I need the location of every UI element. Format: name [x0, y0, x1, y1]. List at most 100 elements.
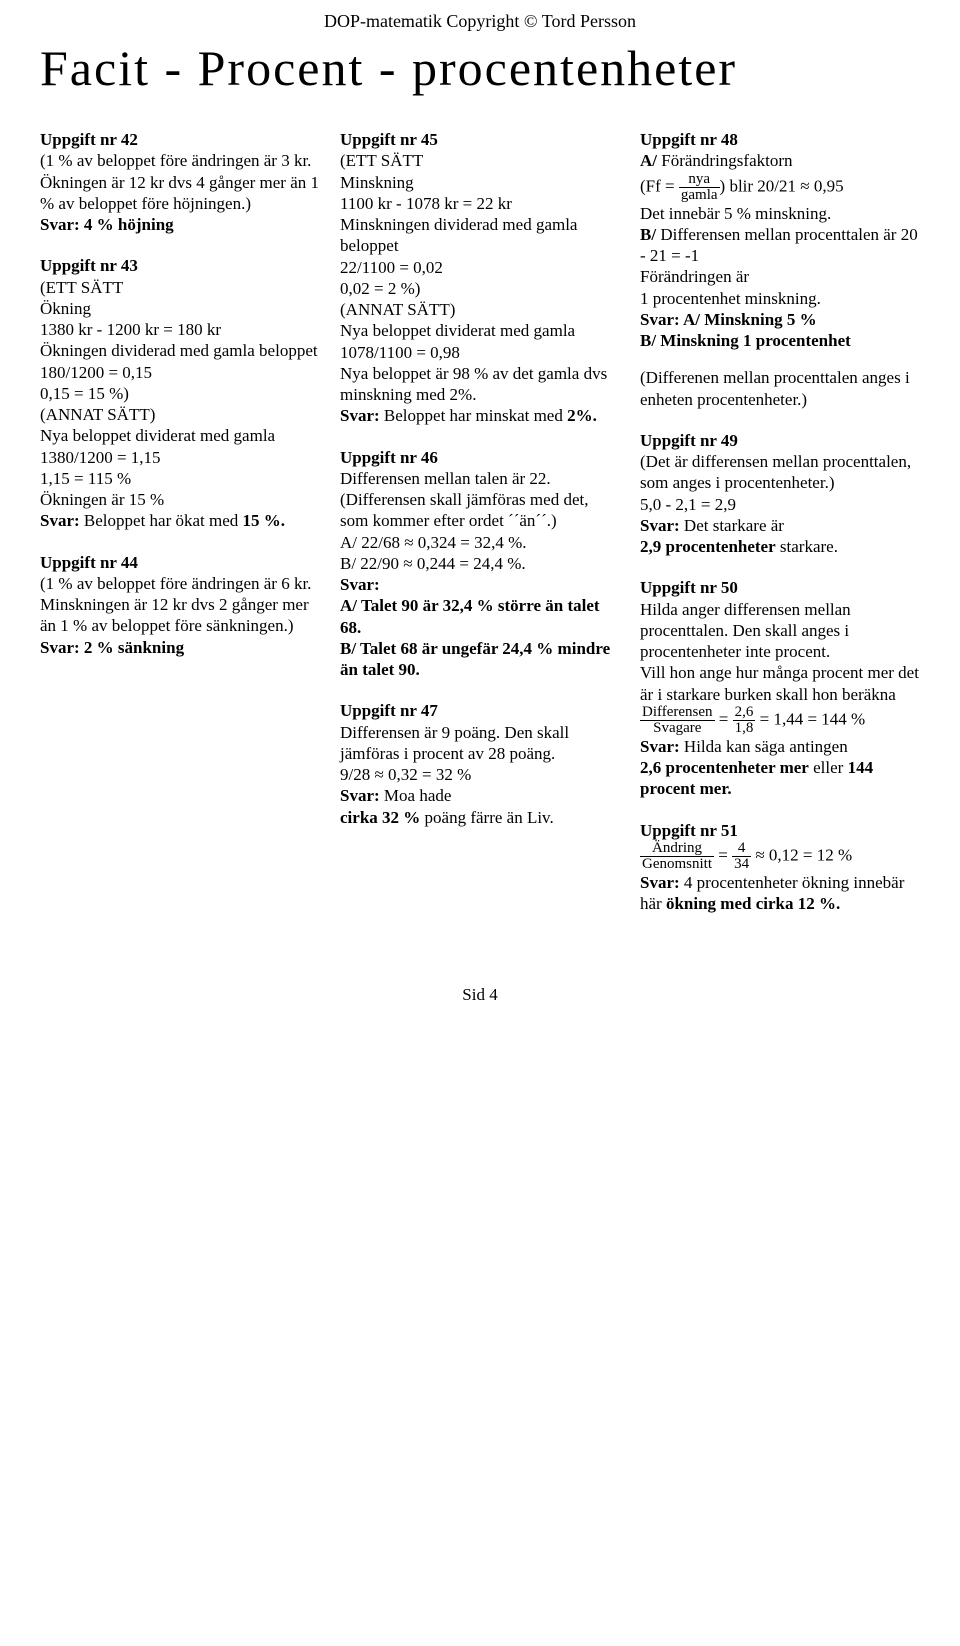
eq: = — [714, 845, 732, 864]
task-text: A/ 22/68 ≈ 0,324 = 32,4 %. — [340, 532, 620, 553]
fraction: nyagamla — [679, 172, 720, 203]
task-formula: (Ff = nyagamla) blir 20/21 ≈ 0,95 — [640, 172, 920, 203]
task-answer-cont: 2,9 procentenheter starkare. — [640, 536, 920, 557]
task-51: Uppgift nr 51 ÄndringGenomsnitt = 434 ≈ … — [640, 820, 920, 915]
task-text: (ETT SÄTT — [40, 277, 320, 298]
task-answer-a: Svar: A/ Minskning 5 % — [640, 309, 920, 330]
fraction-den: Svagare — [640, 721, 715, 736]
task-text: (1 % av beloppet före ändringen är 6 kr. — [40, 573, 320, 594]
task-formula: DifferensenSvagare = 2,61,8 = 1,44 = 144… — [640, 705, 920, 736]
task-text: 1100 kr - 1078 kr = 22 kr — [340, 193, 620, 214]
task-text: Minskningen dividerad med gamla beloppet — [340, 214, 620, 257]
task-title: Uppgift nr 47 — [340, 700, 620, 721]
task-text: Differensen mellan procenttalen är 20 - … — [640, 225, 918, 265]
task-formula: ÄndringGenomsnitt = 434 ≈ 0,12 = 12 % — [640, 841, 920, 872]
answer-text: Det starkare är — [680, 516, 784, 535]
spacer — [640, 351, 920, 367]
task-answer: Svar: Beloppet har ökat med 15 %. — [40, 510, 320, 531]
answer-text: Beloppet har minskat med — [380, 406, 567, 425]
answer-label: Svar: — [640, 737, 680, 756]
task-text: 1 procentenhet minskning. — [640, 288, 920, 309]
task-42: Uppgift nr 42 (1 % av beloppet före ändr… — [40, 129, 320, 235]
fraction: DifferensenSvagare — [640, 705, 715, 736]
task-text: Nya beloppet dividerat med gamla — [340, 320, 620, 341]
copyright-header: DOP-matematik Copyright © Tord Persson — [40, 10, 920, 33]
answer-label: Svar: — [40, 511, 80, 530]
task-text: 1078/1100 = 0,98 — [340, 342, 620, 363]
task-title: Uppgift nr 49 — [640, 430, 920, 451]
fraction-den: Genomsnitt — [640, 857, 714, 872]
fraction-den: 1,8 — [733, 721, 756, 736]
answer-value: cirka 32 % — [340, 808, 420, 827]
task-title: Uppgift nr 50 — [640, 577, 920, 598]
task-48: Uppgift nr 48 A/ Förändringsfaktorn (Ff … — [640, 129, 920, 410]
task-text: Differensen är 9 poäng. Den skall jämför… — [340, 722, 620, 765]
answer-label: Svar: — [340, 406, 380, 425]
answer-value: 2%. — [567, 406, 597, 425]
answer-value: ökning med cirka 12 %. — [666, 894, 840, 913]
task-answer-b: B/ Minskning 1 procentenhet — [640, 330, 920, 351]
task-text: Minskning — [340, 172, 620, 193]
answer-text: Beloppet har ökat med — [80, 511, 243, 530]
task-text: (ETT SÄTT — [340, 150, 620, 171]
task-text: 0,15 = 15 %) — [40, 383, 320, 404]
task-text: Minskningen är 12 kr dvs 2 gånger mer än… — [40, 594, 320, 637]
column-2: Uppgift nr 45 (ETT SÄTT Minskning 1100 k… — [340, 129, 620, 934]
task-answer: Svar: 4 % höjning — [40, 214, 320, 235]
answer-label: Svar: — [340, 574, 620, 595]
task-text: B/ Differensen mellan procenttalen är 20… — [640, 224, 920, 267]
task-answer: Svar: Hilda kan säga antingen — [640, 736, 920, 757]
fraction-num: 4 — [732, 841, 751, 857]
task-text: Ökningen är 12 kr dvs 4 gånger mer än 1 … — [40, 172, 320, 215]
eq-result: ≈ 0,12 = 12 % — [751, 845, 852, 864]
fraction-den: 34 — [732, 857, 751, 872]
task-45: Uppgift nr 45 (ETT SÄTT Minskning 1100 k… — [340, 129, 620, 427]
task-title: Uppgift nr 44 — [40, 552, 320, 573]
task-text: 0,02 = 2 %) — [340, 278, 620, 299]
task-text: Differensen mellan talen är 22. (Differe… — [340, 468, 620, 532]
document-page: DOP-matematik Copyright © Tord Persson F… — [0, 0, 960, 1036]
task-47: Uppgift nr 47 Differensen är 9 poäng. De… — [340, 700, 620, 828]
answer-label: Svar: — [640, 516, 680, 535]
fraction-num: Differensen — [640, 705, 715, 721]
task-text: 9/28 ≈ 0,32 = 32 % — [340, 764, 620, 785]
answer-value: 2,9 procentenheter — [640, 537, 776, 556]
task-text: Ökningen är 15 % — [40, 489, 320, 510]
fraction-num: nya — [679, 172, 720, 188]
answer-label: Svar: — [640, 873, 680, 892]
task-text: Ökning — [40, 298, 320, 319]
task-answer-cont: cirka 32 % poäng färre än Liv. — [340, 807, 620, 828]
answer-text: eller — [809, 758, 848, 777]
task-title: Uppgift nr 42 — [40, 129, 320, 150]
fraction: ÄndringGenomsnitt — [640, 841, 714, 872]
answer-text: starkare. — [776, 537, 838, 556]
part-b: B/ — [640, 225, 656, 244]
task-text: 1380/1200 = 1,15 — [40, 447, 320, 468]
answer-a: A/ Talet 90 är 32,4 % större än talet 68… — [340, 595, 620, 638]
task-text: B/ 22/90 ≈ 0,244 = 24,4 %. — [340, 553, 620, 574]
fraction: 434 — [732, 841, 751, 872]
task-answer: Svar: Det starkare är — [640, 515, 920, 536]
fraction: 2,61,8 — [733, 705, 756, 736]
task-text: Ökningen dividerad med gamla beloppet — [40, 340, 320, 361]
task-text: Det innebär 5 % minskning. — [640, 203, 920, 224]
formula-pre: (Ff = — [640, 176, 679, 195]
answer-text: Moa hade — [380, 786, 452, 805]
task-text: Nya beloppet är 98 % av det gamla dvs mi… — [340, 363, 620, 406]
task-text: (Det är differensen mellan procenttalen,… — [640, 451, 920, 494]
task-text: Förändringen är — [640, 266, 920, 287]
formula-post: ) blir 20/21 ≈ 0,95 — [720, 176, 844, 195]
task-50: Uppgift nr 50 Hilda anger differensen me… — [640, 577, 920, 799]
column-3: Uppgift nr 48 A/ Förändringsfaktorn (Ff … — [640, 129, 920, 934]
task-note: (Differenen mellan procenttalen anges i … — [640, 367, 920, 410]
fraction-num: 2,6 — [733, 705, 756, 721]
eq: = — [715, 709, 733, 728]
answer-value: 2,6 procentenheter mer — [640, 758, 809, 777]
task-answer: Svar: 4 procentenheter ökning innebär hä… — [640, 872, 920, 915]
answer-text: poäng färre än Liv. — [420, 808, 553, 827]
task-43: Uppgift nr 43 (ETT SÄTT Ökning 1380 kr -… — [40, 255, 320, 531]
task-text: 5,0 - 2,1 = 2,9 — [640, 494, 920, 515]
task-text: 180/1200 = 0,15 — [40, 362, 320, 383]
task-text: (ANNAT SÄTT) — [340, 299, 620, 320]
task-text: Nya beloppet dividerat med gamla — [40, 425, 320, 446]
